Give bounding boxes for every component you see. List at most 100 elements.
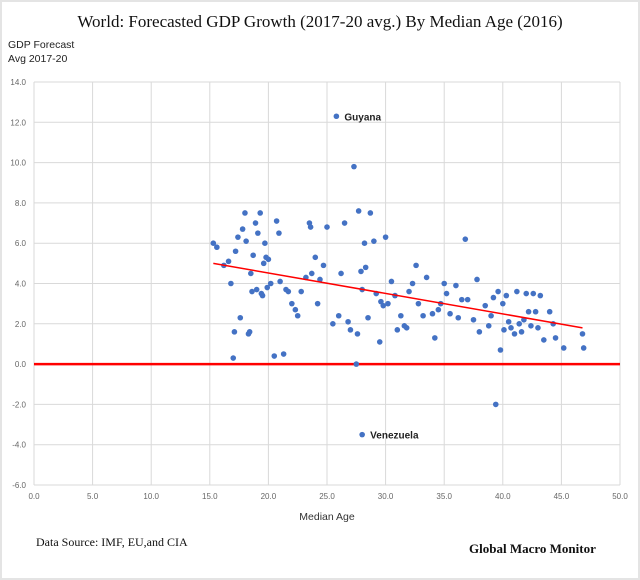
data-point — [276, 230, 282, 236]
data-point — [333, 113, 340, 120]
data-point — [488, 312, 494, 319]
trendline — [213, 262, 583, 329]
y-tick-label: 10.0 — [10, 159, 26, 168]
data-point — [523, 290, 530, 297]
data-point — [406, 288, 412, 295]
data-point — [398, 312, 404, 319]
data-point — [482, 302, 489, 309]
x-tick-label: 15.0 — [202, 492, 218, 501]
data-point — [537, 292, 544, 299]
y-axis-label-line-1: GDP Forecast — [8, 39, 75, 51]
data-point — [345, 318, 351, 325]
data-point — [579, 331, 586, 337]
data-point — [271, 353, 278, 359]
data-point — [476, 329, 483, 335]
y-tick-label: 2.0 — [15, 320, 27, 329]
data-point — [485, 323, 492, 329]
data-point — [462, 236, 469, 242]
x-tick-label: 20.0 — [261, 492, 277, 501]
data-point — [508, 325, 514, 331]
data-point — [429, 310, 436, 317]
data-point — [347, 327, 354, 333]
data-point — [237, 314, 244, 321]
data-point — [231, 329, 238, 335]
y-tick-label: -6.0 — [12, 481, 26, 490]
data-point — [292, 306, 299, 313]
data-point — [314, 300, 321, 307]
data-point — [528, 323, 534, 329]
data-point — [277, 278, 283, 285]
data-point — [260, 260, 267, 267]
data-point — [248, 270, 254, 277]
x-tick-label: 40.0 — [495, 492, 511, 501]
data-point — [232, 248, 239, 255]
data-point — [257, 210, 263, 216]
data-point — [501, 327, 507, 333]
data-point — [382, 234, 389, 240]
x-tick-label: 5.0 — [87, 492, 99, 501]
data-point — [458, 296, 465, 303]
y-tick-label: 4.0 — [15, 280, 27, 289]
data-point — [235, 234, 241, 240]
x-axis-label: Median Age — [299, 511, 355, 523]
data-point — [230, 355, 237, 361]
data-point — [239, 226, 246, 232]
data-point — [262, 240, 268, 246]
chart-title: World: Forecasted GDP Growth (2017-20 av… — [77, 12, 563, 31]
data-point — [365, 314, 371, 321]
data-point — [361, 240, 368, 246]
data-point — [447, 310, 453, 317]
data-point — [470, 316, 477, 323]
point-annotation: Guyana — [344, 112, 381, 123]
data-point — [307, 224, 314, 230]
data-point — [532, 308, 539, 315]
data-point — [259, 292, 266, 299]
data-point — [280, 351, 287, 357]
data-point — [388, 278, 395, 285]
x-tick-label: 10.0 — [143, 492, 159, 501]
data-point — [320, 262, 327, 269]
data-point — [380, 302, 387, 309]
data-point — [242, 210, 248, 216]
data-point — [354, 331, 361, 337]
data-point — [294, 312, 301, 319]
data-point — [285, 288, 292, 295]
data-point — [264, 284, 271, 291]
data-point — [464, 296, 471, 303]
data-point — [367, 210, 374, 216]
data-point — [265, 256, 272, 263]
y-tick-label: 0.0 — [15, 360, 27, 369]
data-point — [246, 329, 253, 335]
data-point — [492, 401, 499, 408]
data-point — [355, 208, 362, 214]
y-tick-label: -4.0 — [12, 441, 26, 450]
data-point — [500, 300, 506, 307]
x-tick-label: 45.0 — [554, 492, 570, 501]
data-point — [560, 345, 567, 351]
data-point — [420, 312, 426, 319]
data-point — [312, 254, 319, 261]
data-point — [394, 327, 401, 333]
data-point — [403, 325, 410, 331]
y-tick-label: 14.0 — [10, 78, 26, 87]
data-point — [514, 288, 520, 295]
data-point — [358, 268, 364, 275]
data-point — [255, 230, 261, 236]
data-point — [432, 335, 438, 341]
data-point — [253, 286, 260, 293]
x-tick-label: 30.0 — [378, 492, 394, 501]
data-point — [214, 244, 220, 251]
data-point — [324, 224, 330, 230]
x-tick-label: 0.0 — [28, 492, 40, 501]
point-annotation: Venezuela — [370, 431, 419, 442]
data-point — [423, 274, 430, 281]
data-point — [474, 276, 480, 283]
data-point — [243, 238, 249, 244]
y-tick-label: -2.0 — [12, 400, 26, 409]
data-point — [530, 290, 537, 297]
data-point — [252, 220, 259, 226]
data-point — [505, 318, 512, 325]
data-point — [353, 361, 360, 367]
data-point — [351, 163, 357, 170]
